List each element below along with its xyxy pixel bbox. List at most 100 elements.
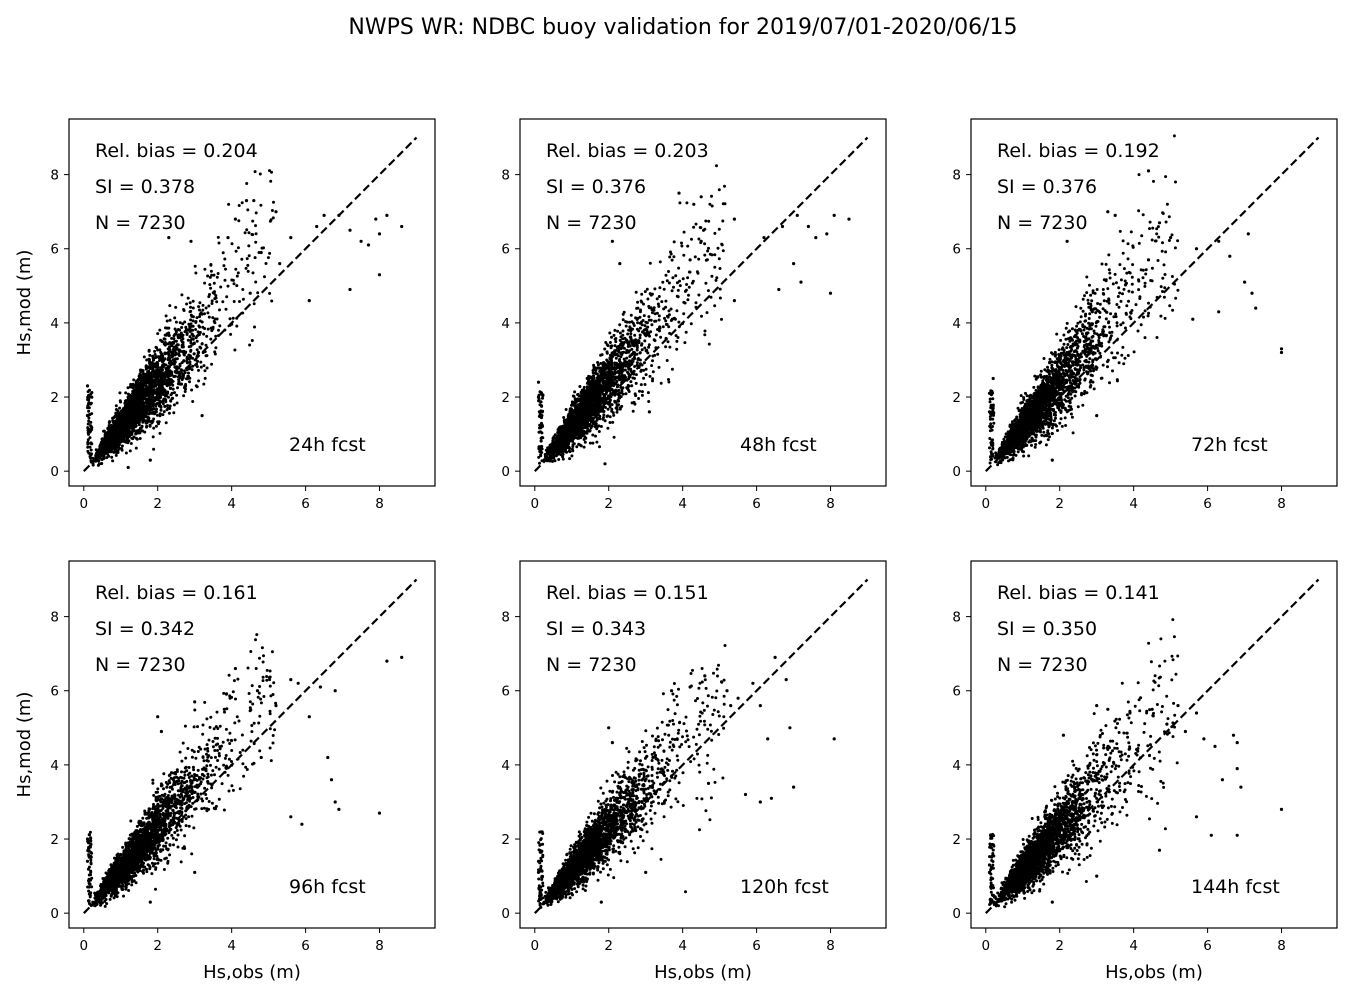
scatter-point (167, 353, 171, 357)
scatter-point (676, 295, 680, 299)
scatter-point (617, 370, 621, 374)
scatter-point (640, 348, 644, 352)
scatter-point (153, 412, 157, 416)
scatter-point (651, 359, 654, 363)
scatter-point (160, 368, 164, 371)
scatter-point (270, 299, 274, 303)
scatter-point (120, 444, 124, 448)
scatter-point (667, 313, 671, 317)
scatter-point (196, 359, 200, 363)
scatter-point (633, 333, 637, 337)
scatter-point (183, 390, 187, 393)
scatter-point (656, 302, 660, 306)
scatter-point (185, 302, 189, 306)
scatter-point (155, 413, 159, 417)
scatter-point (631, 376, 635, 380)
scatter-point (652, 306, 656, 310)
scatter-point (247, 244, 251, 248)
scatter-point (611, 355, 614, 359)
scatter-point (191, 342, 195, 346)
scatter-point (620, 343, 624, 347)
scatter-point (238, 300, 241, 303)
scatter-point (143, 430, 147, 434)
scatter-point (167, 236, 171, 240)
scatter-point (640, 390, 644, 394)
scatter-point (89, 456, 93, 460)
figure-title: NWPS WR: NDBC buoy validation for 2019/0… (348, 15, 1017, 40)
scatter-point (250, 233, 254, 236)
scatter-point (158, 414, 162, 418)
scatter-point (154, 404, 158, 408)
scatter-point (166, 366, 170, 370)
scatter-point (557, 458, 561, 461)
scatter-point (187, 367, 191, 371)
scatter-point (124, 451, 128, 455)
scatter-point (163, 351, 167, 355)
scatter-point (166, 368, 170, 372)
scatter-point (374, 217, 378, 221)
scatter-point (720, 242, 724, 246)
scatter-point (117, 412, 120, 416)
scatter-point (717, 188, 721, 192)
scatter-point (627, 384, 631, 388)
scatter-point (661, 325, 665, 329)
scatter-point (188, 380, 191, 384)
scatter-point (110, 455, 114, 459)
scatter-point (638, 326, 642, 330)
scatter-point (177, 380, 181, 384)
scatter-point (223, 278, 227, 282)
scatter-point (631, 409, 635, 413)
stats-annotation: Rel. bias = 0.204 (95, 140, 258, 162)
scatter-point (86, 445, 90, 449)
scatter-point (131, 402, 135, 406)
scatter-point (97, 451, 101, 454)
scatter-point (192, 352, 196, 356)
scatter-point (175, 393, 179, 397)
scatter-point (143, 419, 147, 423)
scatter-point (203, 369, 207, 373)
scatter-point (610, 335, 613, 339)
scatter-point (173, 316, 177, 320)
scatter-point (620, 362, 624, 366)
scatter-point (553, 459, 557, 463)
scatter-point (126, 386, 130, 390)
scatter-point (126, 421, 130, 425)
scatter-point (715, 276, 719, 280)
scatter-point (214, 296, 218, 300)
scatter-point (151, 368, 155, 372)
scatter-point (136, 408, 140, 412)
scatter-point (207, 315, 211, 319)
scatter-point (591, 371, 595, 375)
scatter-point (174, 320, 178, 324)
scatter-point (128, 449, 132, 453)
scatter-point (166, 342, 170, 346)
scatter-point (655, 297, 659, 301)
scatter-point (155, 402, 159, 406)
scatter-point (659, 381, 663, 385)
scatter-point (182, 374, 185, 378)
scatter-point (144, 387, 148, 390)
scatter-point (120, 421, 124, 425)
scatter-point (197, 379, 201, 383)
scatter-point (148, 363, 152, 367)
scatter-point (163, 357, 167, 361)
scatter-point (664, 273, 668, 277)
scatter-point (630, 401, 634, 405)
scatter-point (254, 224, 257, 228)
scatter-point (674, 274, 678, 278)
scatter-point (704, 258, 708, 262)
scatter-point (603, 419, 607, 423)
scatter-point (141, 369, 145, 373)
scatter-point (209, 269, 213, 273)
scatter-point (118, 424, 122, 427)
scatter-point (116, 420, 120, 424)
scatter-point (575, 445, 579, 449)
scatter-point (197, 368, 200, 372)
scatter-point (626, 370, 629, 374)
scatter-point (657, 314, 661, 318)
scatter-point (248, 291, 252, 295)
scatter-point (124, 434, 127, 438)
scatter-point (145, 391, 149, 395)
scatter-point (619, 366, 623, 370)
